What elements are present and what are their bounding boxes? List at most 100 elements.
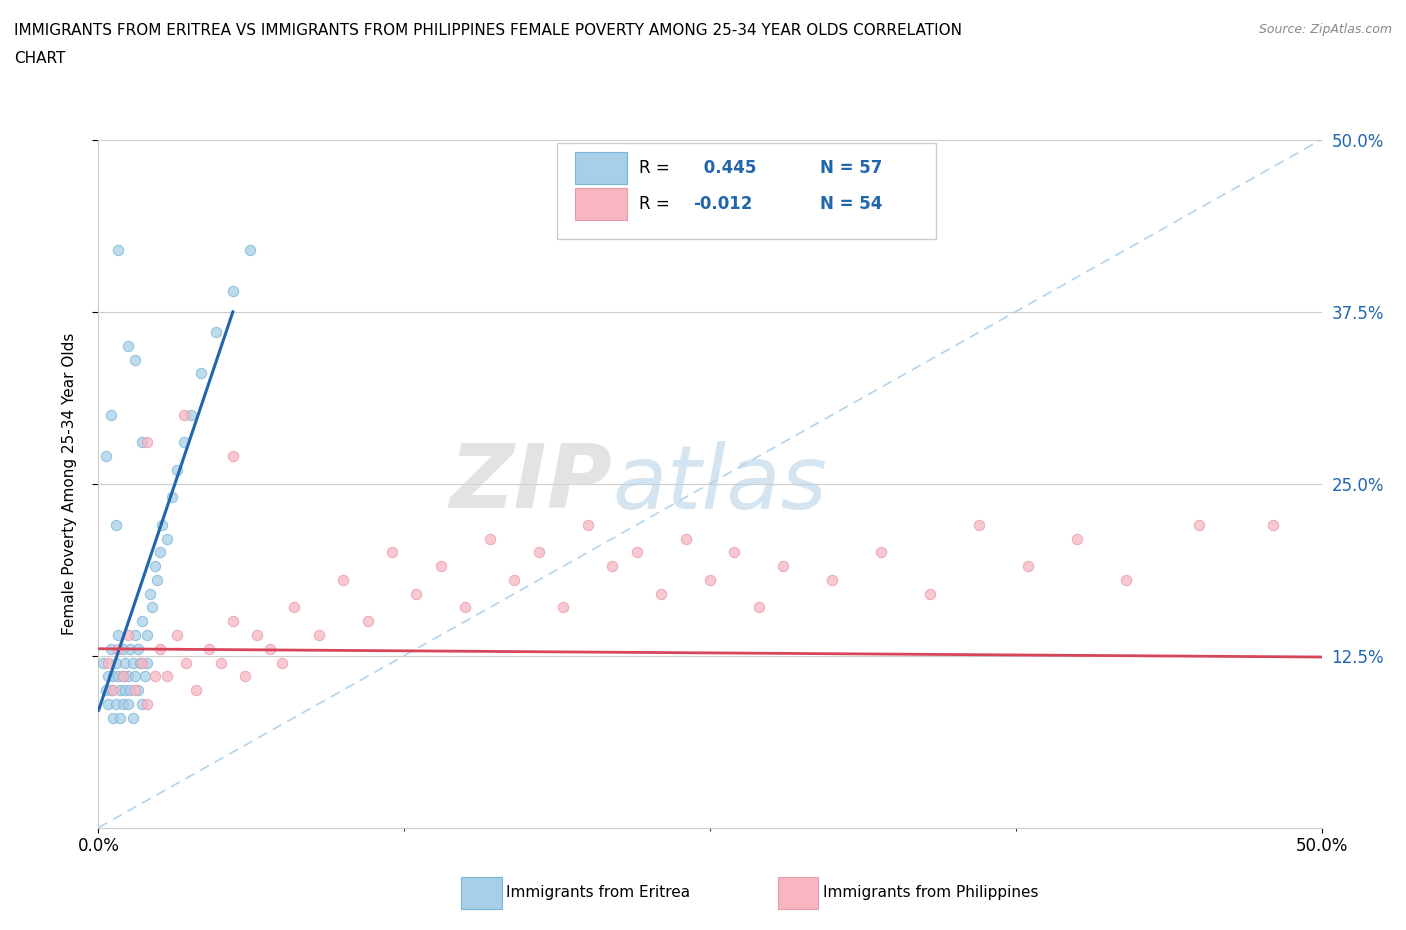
Point xyxy=(97,655,120,670)
Point xyxy=(405,586,427,601)
Point xyxy=(127,683,149,698)
Point xyxy=(150,517,173,532)
Point xyxy=(139,586,162,601)
Point xyxy=(239,242,262,257)
Point xyxy=(121,711,143,725)
FancyBboxPatch shape xyxy=(575,189,627,220)
Point xyxy=(1017,559,1039,574)
Point xyxy=(821,573,844,588)
Point xyxy=(772,559,794,574)
Point xyxy=(576,517,599,532)
Point xyxy=(699,573,721,588)
Point xyxy=(107,628,129,643)
Point xyxy=(197,642,219,657)
Point xyxy=(156,669,179,684)
Point xyxy=(107,669,129,684)
Point xyxy=(166,628,188,643)
Text: R =: R = xyxy=(640,195,669,213)
Point xyxy=(111,642,134,657)
Point xyxy=(146,573,169,588)
Point xyxy=(100,683,122,698)
Point xyxy=(101,683,124,698)
Point xyxy=(107,242,129,257)
Point xyxy=(748,600,770,615)
Point xyxy=(186,683,208,698)
Point xyxy=(136,435,159,450)
Point xyxy=(111,669,134,684)
Point xyxy=(222,614,245,629)
Point xyxy=(430,559,453,574)
Point xyxy=(967,517,990,532)
Point xyxy=(97,669,120,684)
Point xyxy=(111,669,134,684)
Point xyxy=(553,600,575,615)
FancyBboxPatch shape xyxy=(575,152,627,183)
Point xyxy=(259,642,281,657)
Point xyxy=(129,655,152,670)
Point xyxy=(332,573,354,588)
Point xyxy=(131,697,153,711)
Y-axis label: Female Poverty Among 25-34 Year Olds: Female Poverty Among 25-34 Year Olds xyxy=(62,332,77,635)
Text: atlas: atlas xyxy=(612,441,827,526)
Point xyxy=(160,490,183,505)
Point xyxy=(100,642,122,657)
Point xyxy=(124,669,146,684)
Point xyxy=(222,284,245,299)
Text: R =: R = xyxy=(640,159,675,177)
Point xyxy=(134,669,156,684)
Point xyxy=(870,545,893,560)
Point xyxy=(527,545,550,560)
Point xyxy=(117,697,139,711)
Point xyxy=(120,683,142,698)
Point xyxy=(117,628,139,643)
Point xyxy=(149,545,172,560)
Point xyxy=(143,669,166,684)
Point xyxy=(1261,517,1284,532)
Point xyxy=(131,655,153,670)
Point xyxy=(478,531,501,546)
Point xyxy=(1115,573,1137,588)
Point xyxy=(1188,517,1211,532)
Text: Immigrants from Eritrea: Immigrants from Eritrea xyxy=(506,885,690,900)
Point xyxy=(124,352,146,367)
Point xyxy=(101,669,124,684)
Point xyxy=(94,683,117,698)
Point xyxy=(91,655,114,670)
Point xyxy=(149,642,172,657)
Point xyxy=(650,586,672,601)
Point xyxy=(97,697,120,711)
Point xyxy=(454,600,477,615)
Point xyxy=(920,586,942,601)
Text: Source: ZipAtlas.com: Source: ZipAtlas.com xyxy=(1258,23,1392,36)
Point xyxy=(117,669,139,684)
Point xyxy=(136,697,159,711)
Point xyxy=(222,448,245,463)
Point xyxy=(166,462,188,477)
Point xyxy=(190,366,212,381)
Point xyxy=(124,683,146,698)
Point xyxy=(107,642,129,657)
Point xyxy=(127,642,149,657)
Point xyxy=(117,339,139,353)
Text: ZIP: ZIP xyxy=(450,440,612,527)
Text: 0.445: 0.445 xyxy=(697,159,756,177)
Point xyxy=(114,655,136,670)
Point xyxy=(381,545,404,560)
Point xyxy=(503,573,526,588)
Point xyxy=(723,545,745,560)
Point xyxy=(110,683,132,698)
Text: -0.012: -0.012 xyxy=(693,195,752,213)
FancyBboxPatch shape xyxy=(557,143,936,239)
Text: N = 54: N = 54 xyxy=(820,195,883,213)
Point xyxy=(626,545,648,560)
Point xyxy=(121,655,143,670)
Point xyxy=(110,711,132,725)
Point xyxy=(270,655,294,670)
Point xyxy=(176,655,198,670)
Point xyxy=(131,614,153,629)
Point xyxy=(156,531,179,546)
Point xyxy=(600,559,623,574)
Point xyxy=(94,448,117,463)
Point xyxy=(114,683,136,698)
Point xyxy=(100,407,122,422)
